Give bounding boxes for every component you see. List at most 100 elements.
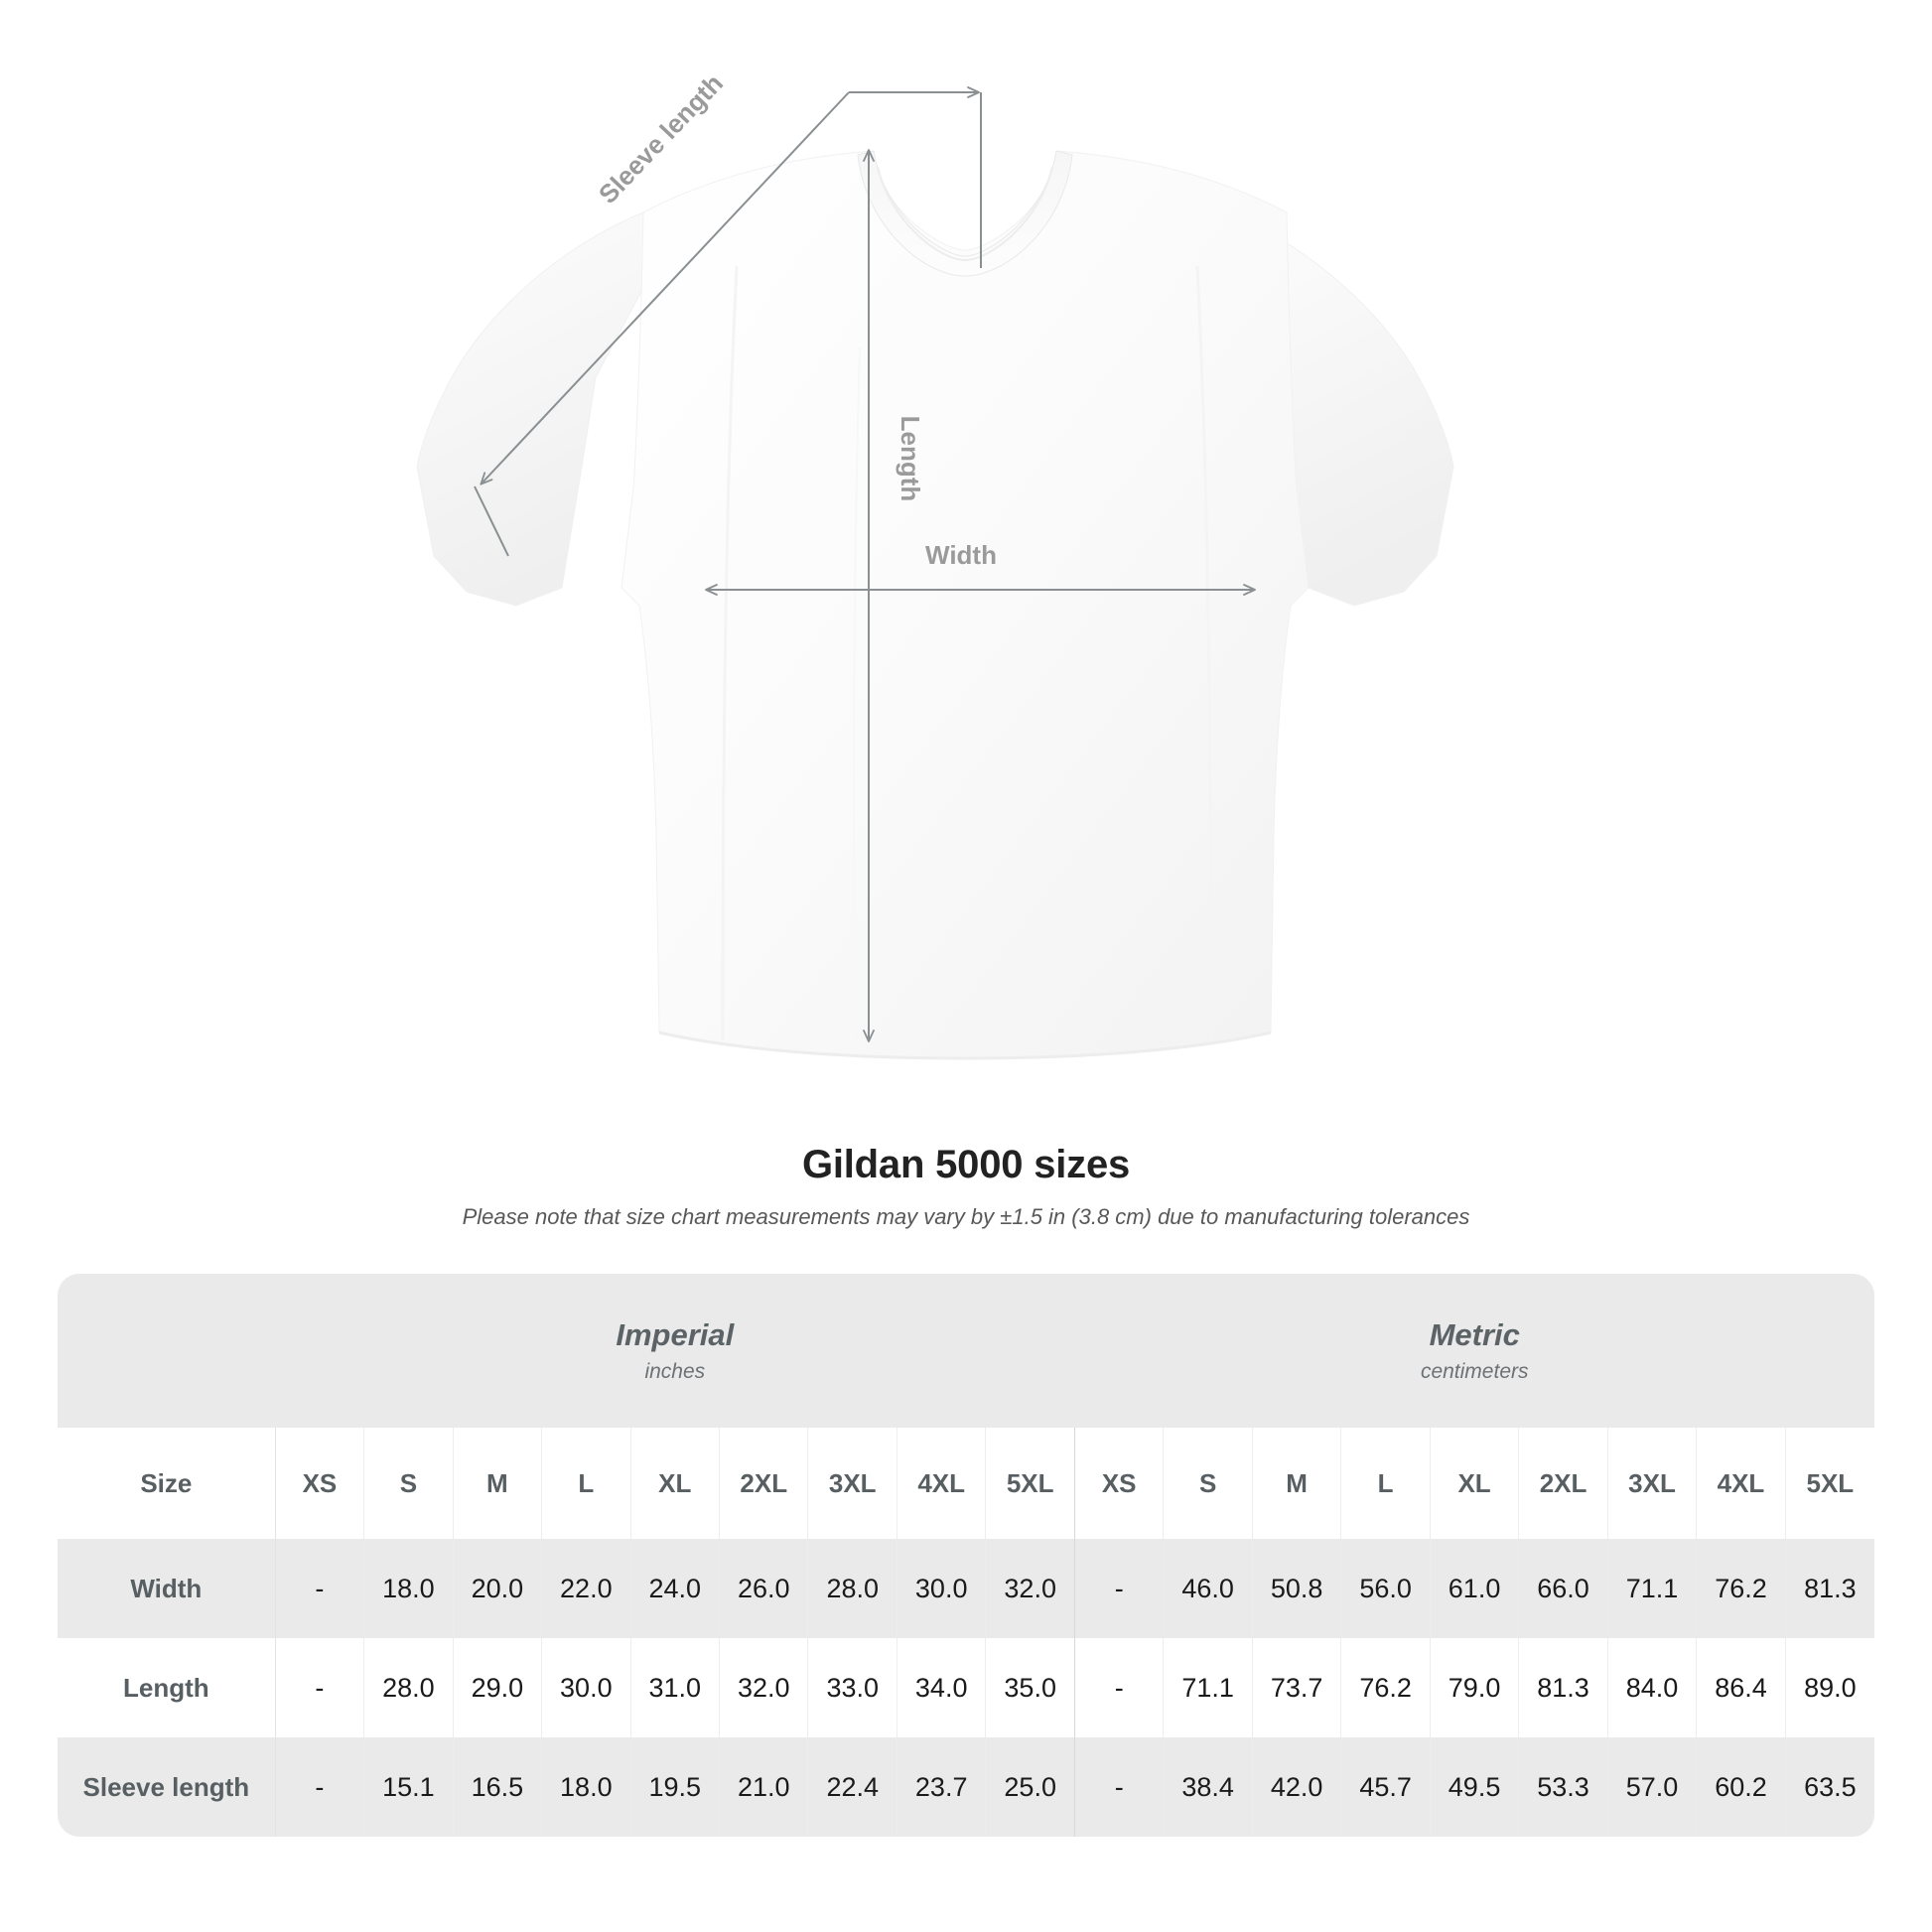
size-header-metric-xl: XL [1430,1428,1520,1539]
size-header-metric-5xl: 5XL [1785,1428,1874,1539]
cell-length-imperial-l: 30.0 [541,1638,631,1737]
cell-width-metric-m: 50.8 [1252,1539,1342,1638]
cell-length-imperial-m: 29.0 [453,1638,543,1737]
cell-length-metric-m: 73.7 [1252,1638,1342,1737]
unit-group-imperial-sub: inches [644,1360,706,1383]
cell-sleeve-imperial-s: 15.1 [363,1737,454,1837]
cell-length-metric-l: 76.2 [1340,1638,1431,1737]
cell-width-imperial-l: 22.0 [541,1539,631,1638]
size-header-imperial-xs: XS [275,1428,365,1539]
cell-sleeve-imperial-4xl: 23.7 [897,1737,987,1837]
cell-width-metric-2xl: 66.0 [1518,1539,1608,1638]
size-header-imperial-xl: XL [630,1428,721,1539]
cell-width-metric-5xl: 81.3 [1785,1539,1874,1638]
tolerance-note: Please note that size chart measurements… [462,1204,1470,1229]
length-label: Length [896,416,925,502]
length-dimension: Length [863,149,925,1042]
unit-group-imperial: Imperial inches [275,1274,1075,1428]
row-label-length: Length [58,1638,276,1737]
tshirt-graphic [416,150,1454,1060]
cell-sleeve-metric-4xl: 60.2 [1696,1737,1786,1837]
cell-sleeve-imperial-5xl: 25.0 [985,1737,1075,1837]
width-label: Width [925,540,997,570]
cell-length-metric-2xl: 81.3 [1518,1638,1608,1737]
size-header-imperial-4xl: 4XL [897,1428,987,1539]
unit-group-imperial-name: Imperial [616,1316,735,1352]
cell-length-imperial-2xl: 32.0 [719,1638,809,1737]
cell-length-imperial-xl: 31.0 [630,1638,721,1737]
size-header-metric-m: M [1252,1428,1342,1539]
sleeve-end-tick [474,485,509,557]
unit-group-metric-sub: centimeters [1420,1360,1529,1383]
size-header-metric-xs: XS [1074,1428,1165,1539]
cell-sleeve-metric-2xl: 53.3 [1518,1737,1608,1837]
cell-sleeve-metric-xl: 49.5 [1430,1737,1520,1837]
cell-sleeve-imperial-m: 16.5 [453,1737,543,1837]
size-header-imperial-2xl: 2XL [719,1428,809,1539]
cell-width-imperial-xl: 24.0 [630,1539,721,1638]
size-header-metric-l: L [1340,1428,1431,1539]
cell-sleeve-imperial-l: 18.0 [541,1737,631,1837]
unit-group-row: Imperial inches Metric centimeters [58,1274,1874,1428]
cell-width-metric-3xl: 71.1 [1607,1539,1698,1638]
cell-width-metric-s: 46.0 [1163,1539,1253,1638]
cell-width-metric-l: 56.0 [1340,1539,1431,1638]
cell-width-imperial-xs: - [275,1539,365,1638]
cell-sleeve-imperial-2xl: 21.0 [719,1737,809,1837]
size-header-metric-s: S [1163,1428,1253,1539]
cell-sleeve-metric-l: 45.7 [1340,1737,1431,1837]
cell-width-imperial-5xl: 32.0 [985,1539,1075,1638]
unit-group-metric: Metric centimeters [1074,1274,1874,1428]
size-header-metric-2xl: 2XL [1518,1428,1608,1539]
cell-width-imperial-4xl: 30.0 [897,1539,987,1638]
cell-length-imperial-4xl: 34.0 [897,1638,987,1737]
size-header-row: Size XS S M L XL 2XL 3XL 4XL 5XL XS S M … [58,1428,1874,1539]
sleeve-arrow-diagonal [480,91,850,485]
size-header-imperial-m: M [453,1428,543,1539]
chart-heading: Gildan 5000 sizes Please note that size … [0,1142,1932,1232]
size-header-imperial-5xl: 5XL [985,1428,1075,1539]
cell-sleeve-metric-3xl: 57.0 [1607,1737,1698,1837]
cell-length-metric-3xl: 84.0 [1607,1638,1698,1737]
size-header-imperial-3xl: 3XL [807,1428,897,1539]
cell-length-metric-4xl: 86.4 [1696,1638,1786,1737]
size-header-metric-3xl: 3XL [1607,1428,1698,1539]
unit-spacer-cell [58,1274,276,1428]
row-label-width: Width [58,1539,276,1638]
table-row: Width - 18.0 20.0 22.0 24.0 26.0 28.0 30… [58,1539,1874,1638]
cell-sleeve-metric-m: 42.0 [1252,1737,1342,1837]
table-row: Length - 28.0 29.0 30.0 31.0 32.0 33.0 3… [58,1638,1874,1737]
unit-group-metric-name: Metric [1429,1316,1520,1352]
cell-length-metric-5xl: 89.0 [1785,1638,1874,1737]
cell-sleeve-metric-s: 38.4 [1163,1737,1253,1837]
cell-sleeve-imperial-xs: - [275,1737,365,1837]
size-header-imperial-s: S [363,1428,454,1539]
cell-length-metric-xl: 79.0 [1430,1638,1520,1737]
page-title: Gildan 5000 sizes [801,1143,1131,1186]
cell-sleeve-imperial-3xl: 22.4 [807,1737,897,1837]
cell-width-imperial-2xl: 26.0 [719,1539,809,1638]
size-header-metric-4xl: 4XL [1696,1428,1786,1539]
cell-length-metric-s: 71.1 [1163,1638,1253,1737]
cell-length-imperial-xs: - [275,1638,365,1737]
size-header-label: Size [58,1428,276,1539]
cell-length-metric-xs: - [1074,1638,1165,1737]
cell-width-metric-4xl: 76.2 [1696,1539,1786,1638]
cell-length-imperial-3xl: 33.0 [807,1638,897,1737]
size-chart-table: Imperial inches Metric centimeters Size … [58,1274,1874,1837]
cell-length-imperial-s: 28.0 [363,1638,454,1737]
cell-length-imperial-5xl: 35.0 [985,1638,1075,1737]
cell-width-metric-xl: 61.0 [1430,1539,1520,1638]
row-label-sleeve-length: Sleeve length [58,1737,276,1837]
width-dimension: Width [705,540,1256,596]
cell-width-metric-xs: - [1074,1539,1165,1638]
cell-sleeve-metric-xs: - [1074,1737,1165,1837]
size-header-imperial-l: L [541,1428,631,1539]
cell-width-imperial-s: 18.0 [363,1539,454,1638]
tshirt-measurement-illustration: Sleeve length Length Width [416,69,1454,1060]
table-row: Sleeve length - 15.1 16.5 18.0 19.5 21.0… [58,1737,1874,1837]
cell-width-imperial-m: 20.0 [453,1539,543,1638]
cell-width-imperial-3xl: 28.0 [807,1539,897,1638]
cell-sleeve-imperial-xl: 19.5 [630,1737,721,1837]
